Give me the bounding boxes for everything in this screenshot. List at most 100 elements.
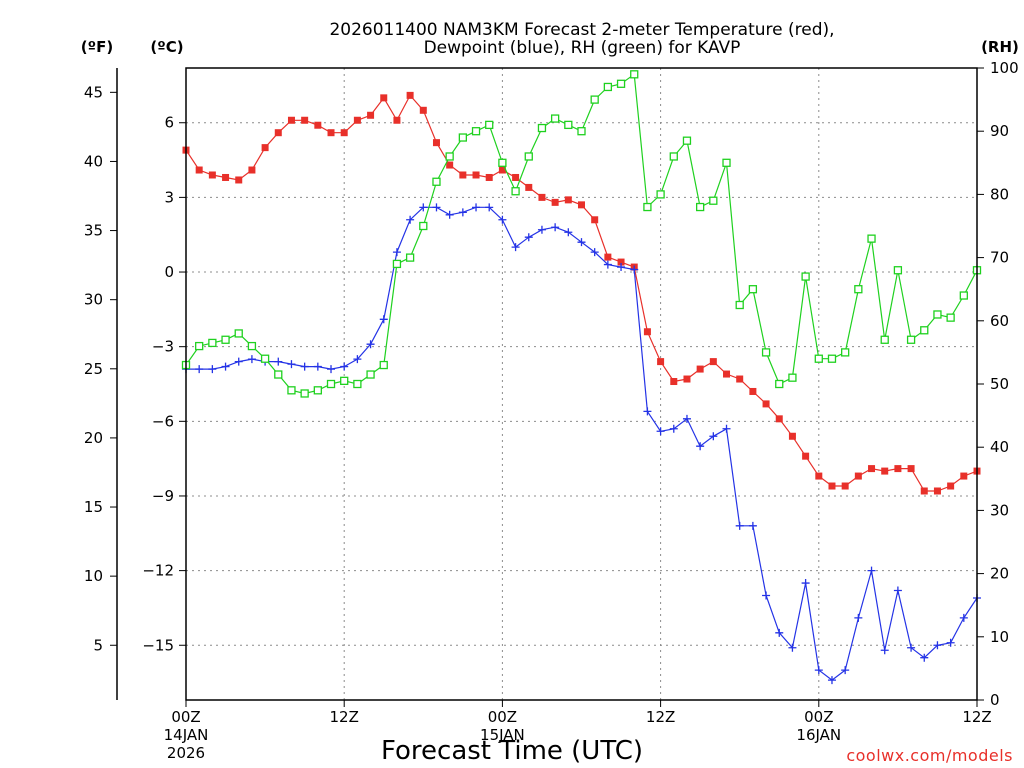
rh-point bbox=[195, 341, 204, 351]
fahrenheit-tick-label: 45 bbox=[84, 83, 103, 101]
2-meter-temperature-point bbox=[815, 472, 823, 480]
fahrenheit-unit-label: (ºF) bbox=[81, 38, 113, 56]
rh-tick-label: 0 bbox=[990, 691, 1000, 709]
celsius-tick-label: 3 bbox=[164, 188, 174, 206]
2-meter-temperature-point bbox=[222, 173, 230, 181]
rh-point bbox=[274, 370, 283, 379]
2-meter-temperature-point bbox=[432, 139, 440, 147]
dewpoint-point bbox=[300, 362, 309, 371]
dewpoint-point bbox=[696, 442, 705, 451]
dewpoint-point bbox=[287, 360, 296, 369]
2-meter-temperature-point bbox=[525, 183, 533, 191]
dewpoint-point bbox=[366, 340, 375, 349]
celsius-unit-label: (ºC) bbox=[150, 38, 183, 56]
rh-point bbox=[590, 95, 599, 104]
rh-point bbox=[537, 123, 547, 133]
rh-tick-label: 40 bbox=[990, 438, 1009, 456]
time-tick-label: 00Z bbox=[804, 708, 833, 726]
2-meter-temperature-point bbox=[643, 328, 651, 336]
rh-point bbox=[959, 291, 968, 300]
rh-point bbox=[379, 360, 388, 370]
rh-point bbox=[392, 259, 402, 269]
rh-point bbox=[814, 354, 823, 363]
chart-title-line-1: 2026011400 NAM3KM Forecast 2-meter Tempe… bbox=[329, 20, 834, 40]
2-meter-temperature-point bbox=[419, 106, 427, 114]
gridlines bbox=[186, 68, 977, 700]
rh-point bbox=[722, 158, 731, 167]
dewpoint-point bbox=[353, 355, 362, 364]
celsius-tick-label: −15 bbox=[142, 636, 174, 654]
2-meter-temperature-point bbox=[881, 467, 889, 475]
2-meter-temperature-point bbox=[380, 94, 388, 102]
time-tick-label: 00Z bbox=[488, 708, 517, 726]
dewpoint-point bbox=[472, 203, 481, 212]
2-meter-temperature-point bbox=[920, 487, 928, 495]
rh-tick-label: 90 bbox=[990, 122, 1009, 140]
dewpoint-point bbox=[722, 424, 731, 433]
dewpoint-point bbox=[762, 591, 771, 600]
2-meter-temperature-point bbox=[208, 171, 216, 179]
rh-point bbox=[854, 285, 863, 294]
dewpoint-point bbox=[893, 586, 902, 595]
dewpoint-point bbox=[445, 210, 454, 219]
fahrenheit-tick-label: 15 bbox=[84, 498, 103, 516]
dewpoint-point bbox=[221, 362, 230, 371]
rh-point bbox=[827, 354, 837, 363]
rh-point bbox=[906, 335, 916, 344]
2-meter-temperature-point bbox=[578, 201, 585, 209]
rh-point bbox=[761, 348, 771, 357]
dewpoint-point bbox=[577, 238, 586, 247]
rh-point bbox=[260, 354, 270, 363]
2-meter-temperature-point bbox=[788, 432, 796, 440]
credit-text: coolwx.com/models bbox=[846, 746, 1013, 765]
rh-point bbox=[801, 272, 810, 281]
dewpoint-point bbox=[814, 666, 823, 675]
rh-point bbox=[748, 285, 758, 294]
rh-point bbox=[419, 221, 428, 231]
2-meter-temperature-point bbox=[564, 196, 572, 204]
rh-point bbox=[933, 310, 942, 319]
2-meter-temperature-point bbox=[446, 161, 454, 169]
rh-point bbox=[471, 127, 481, 136]
dewpoint-line bbox=[186, 206, 978, 681]
dewpoint-point bbox=[801, 579, 810, 588]
rh-point bbox=[208, 338, 217, 348]
time-tick-date: 14JAN bbox=[164, 726, 209, 744]
dewpoint-point bbox=[735, 521, 744, 530]
rh-tick-label: 70 bbox=[990, 249, 1009, 267]
rh-point bbox=[920, 326, 929, 335]
rh-tick-label: 10 bbox=[990, 628, 1009, 646]
2-meter-temperature-point bbox=[762, 400, 770, 408]
fahrenheit-tick-label: 20 bbox=[84, 429, 103, 447]
2-meter-temperature-point bbox=[248, 166, 256, 174]
rh-tick-label: 100 bbox=[990, 59, 1019, 77]
rh-point bbox=[788, 373, 797, 382]
2-meter-temperature-point bbox=[591, 216, 599, 224]
dewpoint-point bbox=[907, 643, 916, 652]
rh-point bbox=[234, 329, 243, 338]
dewpoint-point bbox=[854, 613, 863, 622]
2-meter-temperature-point bbox=[538, 193, 546, 201]
dewpoint-point bbox=[247, 355, 256, 364]
rh-tick-label: 50 bbox=[990, 375, 1009, 393]
dewpoint-point bbox=[788, 643, 797, 652]
2-meter-temperature-point bbox=[749, 387, 757, 395]
celsius-tick-label: −3 bbox=[152, 338, 174, 356]
2-meter-temperature-point bbox=[775, 415, 783, 423]
fahrenheit-tick-label: 10 bbox=[84, 567, 103, 585]
dewpoint-point bbox=[313, 362, 322, 371]
rh-point bbox=[775, 379, 784, 389]
celsius-tick-label: 0 bbox=[164, 263, 174, 281]
dewpoint-point bbox=[827, 676, 836, 685]
celsius-tick-label: 6 bbox=[164, 114, 174, 132]
dewpoint-point bbox=[537, 225, 546, 234]
rh-tick-label: 80 bbox=[990, 185, 1009, 203]
dewpoint-point bbox=[564, 228, 573, 237]
rh-point bbox=[867, 234, 876, 243]
rh-point bbox=[550, 114, 560, 123]
2-meter-temperature-point bbox=[907, 465, 915, 473]
dewpoint-point bbox=[498, 215, 507, 224]
x-axis-label: Forecast Time (UTC) bbox=[381, 736, 643, 766]
2-meter-temperature-point bbox=[261, 144, 269, 152]
dewpoint-point bbox=[392, 248, 401, 257]
